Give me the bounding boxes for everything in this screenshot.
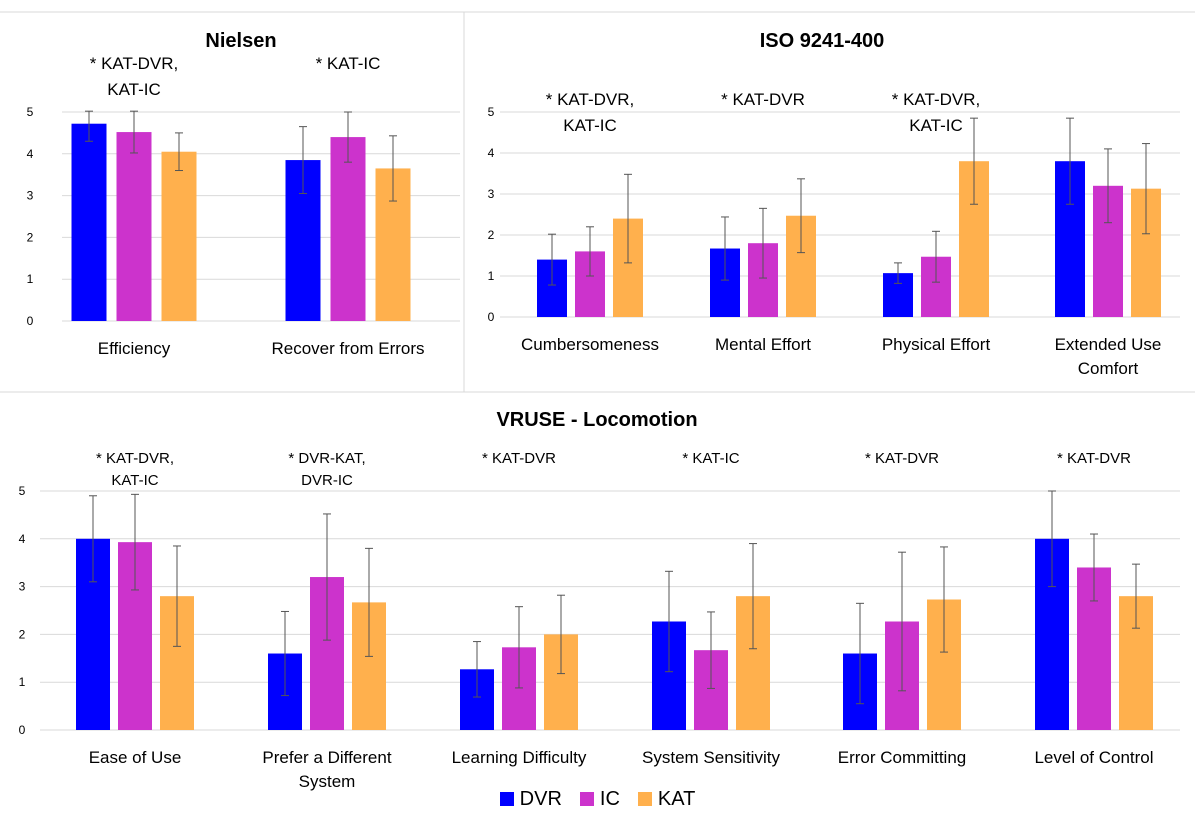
vruse-ytick-label: 2 xyxy=(19,627,26,641)
vruse-ytick-label: 5 xyxy=(19,484,26,498)
iso-category-label: Physical Effort xyxy=(882,335,991,354)
vruse-ytick-label: 4 xyxy=(19,532,26,546)
vruse-significance-label: * DVR-KAT, xyxy=(288,450,365,467)
legend-label-kat: KAT xyxy=(657,787,696,810)
iso-significance-label: * KAT-DVR, xyxy=(546,90,634,109)
vruse-category-label: Error Committing xyxy=(838,748,966,767)
nielsen-ytick-label: 2 xyxy=(27,230,34,244)
legend-swatch-kat xyxy=(637,792,652,806)
iso-ytick-label: 4 xyxy=(488,146,495,160)
nielsen-bar-ic xyxy=(116,132,152,321)
vruse-ytick-label: 0 xyxy=(19,723,26,737)
nielsen-category-label: Efficiency xyxy=(98,339,171,358)
vruse-category-label: Prefer a Different xyxy=(262,748,391,767)
nielsen-bar-kat xyxy=(161,151,197,321)
nielsen-significance-label: * KAT-IC xyxy=(316,54,381,73)
vruse-ytick-label: 1 xyxy=(19,675,26,689)
vruse-significance-label: * KAT-DVR, xyxy=(96,450,174,467)
iso-category-label: Extended Use xyxy=(1055,335,1162,354)
iso-ytick-label: 2 xyxy=(488,228,495,242)
vruse-significance-label: DVR-IC xyxy=(301,472,353,489)
vruse-category-label: Level of Control xyxy=(1034,748,1153,767)
legend-item-dvr: DVR xyxy=(499,787,562,811)
legend-label-dvr: DVR xyxy=(519,787,562,810)
iso-significance-label: * KAT-DVR xyxy=(721,90,805,109)
iso-title: ISO 9241-400 xyxy=(760,30,885,52)
iso-ytick-label: 0 xyxy=(488,310,495,324)
legend-item-ic: IC xyxy=(579,787,620,811)
vruse-significance-label: * KAT-DVR xyxy=(1057,450,1131,467)
nielsen-ytick-label: 0 xyxy=(27,314,34,328)
iso-ytick-label: 1 xyxy=(488,269,495,283)
legend-label-ic: IC xyxy=(599,787,620,810)
legend-item-kat: KAT xyxy=(637,787,696,811)
iso-category-label: Cumbersomeness xyxy=(521,335,659,354)
iso-significance-label: KAT-IC xyxy=(563,116,617,135)
nielsen-significance-label: * KAT-DVR, xyxy=(90,54,178,73)
vruse-category-label: Learning Difficulty xyxy=(452,748,587,767)
nielsen-ytick-label: 5 xyxy=(27,105,34,119)
nielsen-significance-label: KAT-IC xyxy=(107,80,161,99)
iso-category-label: Comfort xyxy=(1078,359,1139,378)
nielsen-title: Nielsen xyxy=(205,30,276,52)
vruse-category-label: System xyxy=(299,772,356,791)
vruse-category-label: Ease of Use xyxy=(89,748,182,767)
nielsen-bar-ic xyxy=(330,137,366,321)
vruse-significance-label: * KAT-IC xyxy=(682,450,739,467)
vruse-ytick-label: 3 xyxy=(19,580,26,594)
vruse-significance-label: * KAT-DVR xyxy=(865,450,939,467)
iso-significance-label: KAT-IC xyxy=(909,116,963,135)
legend: DVR IC KAT xyxy=(0,786,1195,812)
nielsen-ytick-label: 1 xyxy=(27,272,34,286)
nielsen-category-label: Recover from Errors xyxy=(271,339,424,358)
legend-swatch-dvr xyxy=(499,792,514,806)
nielsen-ytick-label: 3 xyxy=(27,189,34,203)
legend-swatch-ic xyxy=(579,792,594,806)
iso-ytick-label: 3 xyxy=(488,187,495,201)
iso-category-label: Mental Effort xyxy=(715,335,811,354)
nielsen-ytick-label: 4 xyxy=(27,147,34,161)
vruse-significance-label: * KAT-DVR xyxy=(482,450,556,467)
vruse-title: VRUSE - Locomotion xyxy=(496,409,697,431)
iso-ytick-label: 5 xyxy=(488,105,495,119)
vruse-significance-label: KAT-IC xyxy=(111,472,158,489)
nielsen-bar-dvr xyxy=(71,123,107,321)
iso-significance-label: * KAT-DVR, xyxy=(892,90,980,109)
vruse-category-label: System Sensitivity xyxy=(642,748,780,767)
